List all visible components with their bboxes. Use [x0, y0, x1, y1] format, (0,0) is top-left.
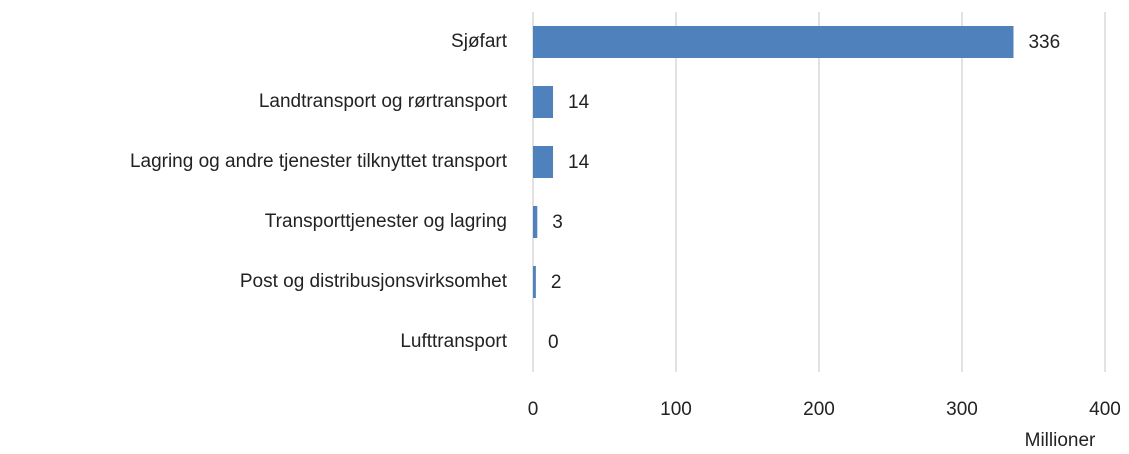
x-tick-label: 100 — [660, 399, 692, 420]
bar — [533, 206, 538, 238]
y-tick-label: Transporttjenester og lagring — [265, 211, 507, 232]
data-label: 0 — [548, 332, 559, 353]
data-label: 14 — [568, 92, 590, 113]
bar — [533, 266, 536, 298]
y-tick-label: Sjøfart — [451, 31, 508, 52]
data-label: 2 — [551, 272, 562, 293]
x-tick-label: 0 — [528, 399, 539, 420]
x-tick-label: 300 — [946, 399, 978, 420]
data-label: 3 — [552, 212, 563, 233]
y-tick-label: Landtransport og rørtransport — [259, 91, 508, 112]
x-axis-label: Millioner — [1025, 430, 1096, 451]
bar — [533, 26, 1014, 58]
bar — [533, 146, 554, 178]
x-tick-label: 200 — [803, 399, 835, 420]
y-tick-label: Post og distribusjonsvirksomhet — [240, 271, 508, 292]
bar — [533, 86, 554, 118]
y-tick-label: Lagring og andre tjenester tilknyttet tr… — [130, 151, 508, 172]
data-label: 14 — [568, 152, 590, 173]
data-label: 336 — [1028, 32, 1060, 53]
y-tick-label: Lufttransport — [400, 331, 507, 352]
x-tick-label: 400 — [1089, 399, 1121, 420]
